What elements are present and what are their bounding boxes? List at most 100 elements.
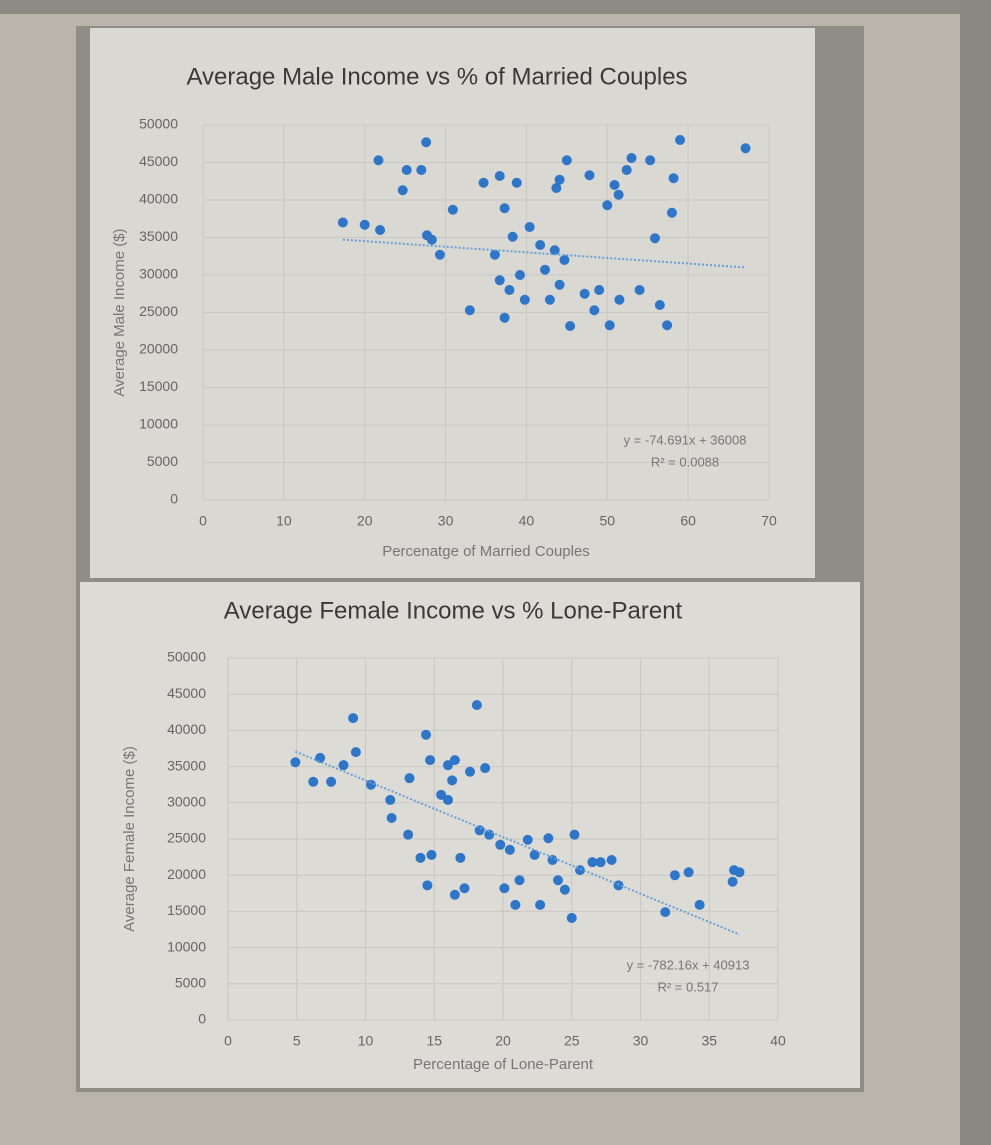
scatter-point [668, 173, 679, 184]
scatter-point [455, 852, 466, 863]
scatter-point [649, 233, 660, 244]
scatter-point [575, 865, 585, 876]
scatter-point [514, 875, 525, 886]
scatter-point [447, 775, 458, 786]
x-axis-label: Percentage of Lone-Parent [413, 1056, 594, 1073]
scatter-point [326, 776, 337, 787]
scatter-point [594, 285, 605, 295]
scatter-point [443, 794, 453, 805]
scatter-point [529, 849, 540, 860]
scatter-point [421, 137, 432, 148]
scatter-point [595, 857, 606, 868]
scatter-point [436, 789, 447, 800]
x-tick-label: 60 [680, 513, 696, 529]
scatter-point [504, 285, 515, 295]
scatter-point [375, 225, 386, 235]
scatter-point [666, 207, 677, 218]
scatter-point [551, 183, 562, 193]
scatter-point [494, 275, 505, 286]
scatter-point [366, 779, 376, 790]
scatter-point [544, 294, 555, 305]
scatter-point [554, 174, 565, 185]
x-tick-label: 30 [438, 513, 454, 529]
scatter-point [654, 300, 665, 310]
scatter-point [471, 700, 482, 711]
scatter-point [519, 294, 530, 305]
y-tick-label: 40000 [139, 191, 178, 207]
x-tick-label: 25 [564, 1033, 580, 1049]
scatter-point [495, 839, 506, 850]
x-axis-label: Percenatge of Married Couples [382, 543, 590, 560]
scatter-point [729, 865, 739, 876]
x-tick-label: 10 [358, 1033, 374, 1049]
scatter-point [626, 153, 637, 163]
y-tick-label: 15000 [139, 378, 178, 394]
scatter-point [397, 185, 408, 196]
scatter-point [499, 312, 510, 323]
y-tick-label: 35000 [139, 228, 178, 244]
y-tick-label: 40000 [167, 721, 206, 737]
x-tick-label: 30 [633, 1033, 649, 1049]
scatter-point [565, 321, 576, 331]
scatter-point [474, 825, 485, 836]
y-tick-label: 5000 [147, 453, 178, 469]
scatter-point [543, 833, 554, 844]
scatter-point [524, 222, 535, 232]
scatter-point [604, 320, 615, 331]
scatter-point [507, 231, 518, 242]
y-tick-label: 50000 [167, 649, 206, 665]
chart-title: Average Female Income vs % Lone-Parent [224, 597, 683, 624]
scatter-point [404, 773, 415, 784]
scatter-point [569, 829, 580, 840]
x-tick-label: 10 [276, 513, 292, 529]
scatter-point [403, 829, 414, 840]
scatter-point [589, 305, 600, 316]
scatter-point [553, 875, 563, 886]
x-tick-label: 70 [761, 513, 777, 529]
chart-panel [90, 28, 815, 578]
x-tick-label: 0 [199, 513, 207, 529]
y-tick-label: 50000 [139, 116, 178, 132]
x-tick-label: 35 [701, 1033, 717, 1049]
y-tick-label: 35000 [167, 757, 206, 773]
scatter-point [465, 766, 475, 777]
y-tick-label: 45000 [139, 153, 178, 169]
scatter-point [535, 899, 546, 910]
scatter-point [669, 870, 680, 881]
scatter-point [662, 320, 673, 331]
scatter-point [416, 165, 427, 175]
x-tick-label: 40 [770, 1033, 786, 1049]
scatter-point [579, 288, 590, 299]
scatter-point [614, 294, 625, 305]
scatter-point [373, 155, 384, 166]
y-tick-label: 45000 [167, 685, 206, 701]
scatter-point [499, 203, 510, 214]
y-tick-label: 25000 [139, 303, 178, 319]
y-tick-label: 20000 [139, 341, 178, 357]
scatter-point [606, 854, 617, 865]
scatter-point [480, 763, 491, 774]
x-tick-label: 40 [519, 513, 535, 529]
scatter-point [559, 884, 570, 895]
y-tick-label: 5000 [175, 975, 206, 991]
scatter-point [727, 876, 738, 887]
y-tick-label: 15000 [167, 902, 206, 918]
scatter-point [447, 204, 458, 215]
x-tick-label: 20 [495, 1033, 511, 1049]
chart-title: Average Male Income vs % of Married Coup… [186, 63, 687, 90]
trendline-r2: R² = 0.517 [657, 979, 718, 994]
y-axis-label: Average Male Income ($) [111, 228, 128, 396]
y-axis-label: Average Female Income ($) [121, 746, 138, 932]
scatter-point [504, 844, 515, 855]
x-tick-label: 5 [293, 1033, 301, 1049]
scatter-point [566, 912, 577, 923]
scatter-point [422, 880, 433, 891]
scatter-point [443, 760, 453, 771]
scatter-point [434, 249, 445, 260]
scatter-point [683, 867, 694, 878]
scatter-point [634, 285, 645, 295]
scatter-point [559, 255, 570, 265]
scatter-point [522, 834, 533, 845]
